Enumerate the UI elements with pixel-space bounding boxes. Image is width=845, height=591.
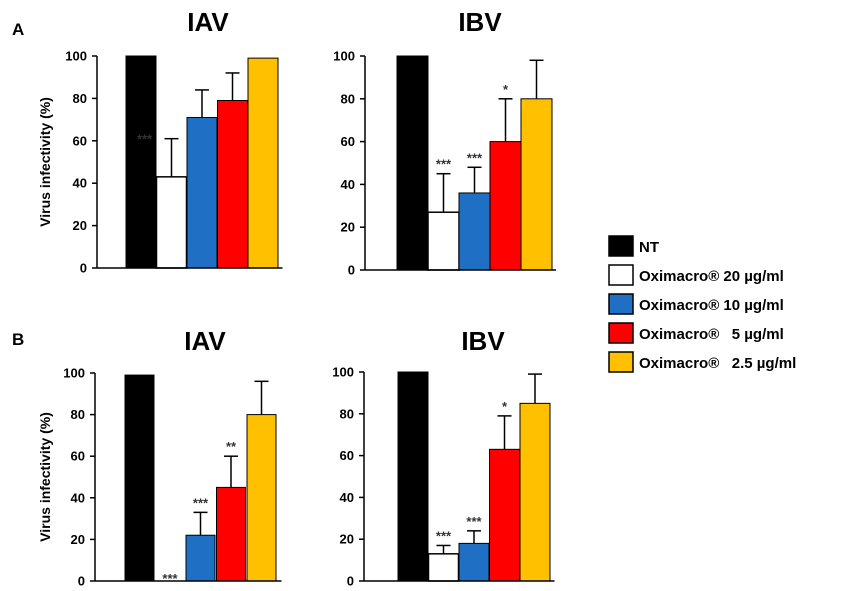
panel-letter-a: A — [12, 20, 24, 39]
legend-label: Oximacro® 10 µg/ml — [639, 297, 784, 314]
bar — [397, 371, 429, 582]
y-tick-label: 80 — [71, 407, 85, 422]
significance-label: *** — [467, 150, 483, 165]
y-tick-label: 60 — [71, 449, 85, 464]
bar — [520, 98, 553, 271]
bar — [124, 374, 155, 582]
significance-label: ** — [226, 439, 237, 454]
y-tick-label: 100 — [65, 49, 87, 64]
bar — [489, 448, 520, 582]
y-tick-label: 0 — [78, 574, 85, 589]
bar — [427, 211, 460, 271]
legend-swatch — [608, 235, 634, 257]
significance-label: * — [502, 399, 508, 414]
significance-label: *** — [436, 157, 452, 172]
chart-title: IAV — [184, 326, 226, 356]
legend-swatch — [608, 293, 634, 315]
bar — [458, 542, 490, 582]
y-tick-label: 100 — [63, 366, 85, 381]
y-tick-label: 100 — [332, 365, 354, 380]
y-tick-label: 80 — [340, 406, 354, 421]
bar — [217, 100, 248, 269]
y-tick-label: 40 — [71, 490, 85, 505]
significance-label: *** — [193, 495, 209, 510]
bar — [186, 116, 218, 269]
y-axis-label: Virus infectivity (%) — [37, 97, 53, 227]
legend: NT Oximacro® 20 µg/ml Oximacro® 10 µg/ml Ox… — [608, 235, 796, 373]
legend-swatch — [608, 264, 634, 286]
bar — [458, 192, 491, 271]
legend-label: Oximacro® 5 µg/ml — [639, 326, 784, 343]
significance-label: *** — [466, 514, 482, 529]
chart-a-iav: IAV Virus infectivity (%) 0 20 40 60 80 100 *** — [37, 7, 283, 276]
y-tick-label: 40 — [341, 177, 355, 192]
y-tick-label: 80 — [341, 91, 355, 106]
bar — [247, 57, 279, 269]
legend-swatch — [608, 351, 634, 373]
bar — [246, 414, 277, 582]
y-tick-label: 20 — [71, 532, 85, 547]
bar — [489, 141, 522, 271]
bar — [185, 534, 216, 582]
legend-swatch — [608, 322, 634, 344]
chart-title: IBV — [461, 326, 505, 356]
y-tick-label: 40 — [340, 490, 354, 505]
y-tick-label: 20 — [73, 218, 87, 233]
bar — [396, 55, 429, 271]
significance-label: * — [503, 82, 509, 97]
legend-label: Oximacro® 20 µg/ml — [639, 268, 784, 285]
y-tick-label: 60 — [340, 448, 354, 463]
legend-label: Oximacro® 2.5 µg/ml — [639, 355, 796, 372]
bar — [155, 176, 188, 269]
y-tick-label: 0 — [347, 574, 354, 589]
y-tick-label: 100 — [333, 49, 355, 64]
y-tick-label: 20 — [340, 532, 354, 547]
y-tick-label: 80 — [73, 91, 87, 106]
chart-title: IBV — [458, 7, 502, 37]
bar — [125, 55, 157, 269]
significance-label: *** — [137, 132, 153, 147]
y-tick-label: 40 — [73, 176, 87, 191]
y-tick-label: 60 — [341, 134, 355, 149]
legend-label: NT — [639, 239, 659, 256]
bar — [519, 402, 551, 582]
y-tick-label: 60 — [73, 133, 87, 148]
chart-title: IAV — [187, 7, 229, 37]
y-tick-label: 0 — [348, 263, 355, 278]
bar — [427, 553, 460, 582]
y-tick-label: 20 — [341, 220, 355, 235]
significance-label: *** — [162, 571, 178, 586]
y-tick-label: 0 — [80, 261, 87, 276]
significance-label: *** — [436, 528, 452, 543]
panel-letter-b: B — [12, 330, 24, 349]
bar — [216, 486, 246, 582]
y-axis-label: Virus infectivity (%) — [37, 412, 53, 542]
